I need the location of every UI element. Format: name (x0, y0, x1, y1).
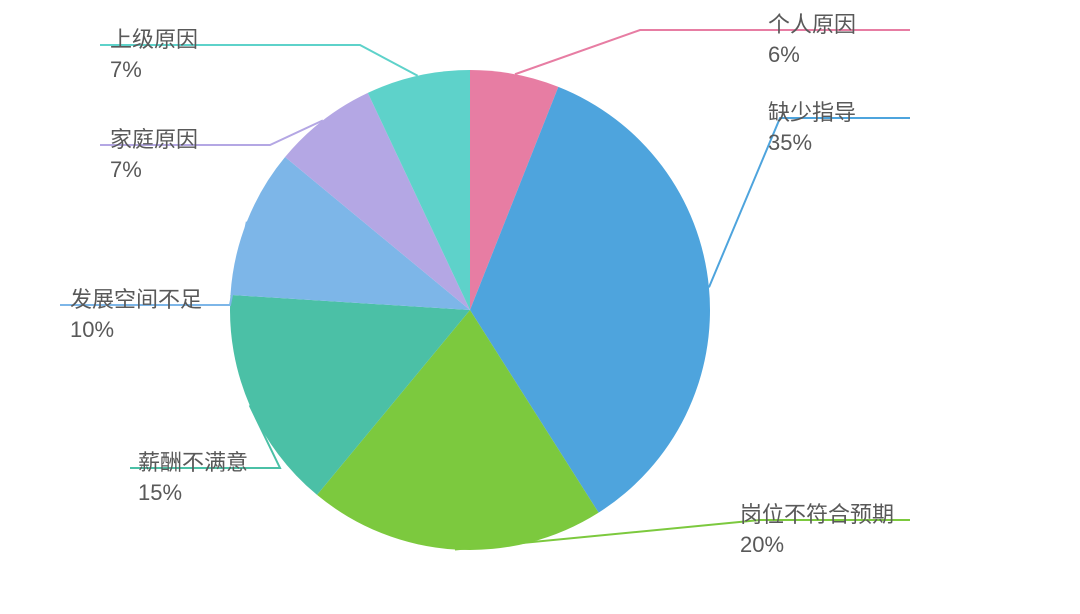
pie-chart: 个人原因6% 缺少指导35% 岗位不符合预期20% 薪酬不满意15% 发展空间不足10%… (0, 0, 1080, 614)
slice-label-text: 上级原因 (110, 25, 198, 55)
slice-label: 薪酬不满意15% (138, 448, 248, 507)
slice-label: 发展空间不足10% (70, 285, 202, 344)
slice-label-percent: 7% (110, 55, 198, 85)
slice-label-percent: 15% (138, 478, 248, 508)
slice-label-text: 发展空间不足 (70, 285, 202, 315)
slice-label-text: 薪酬不满意 (138, 448, 248, 478)
slice-label-percent: 35% (768, 128, 856, 158)
slice-label-text: 个人原因 (768, 10, 856, 40)
slice-label: 岗位不符合预期20% (740, 500, 894, 559)
slice-label-text: 岗位不符合预期 (740, 500, 894, 530)
slice-label-percent: 10% (70, 315, 202, 345)
slice-label: 个人原因6% (768, 10, 856, 69)
slice-label-text: 家庭原因 (110, 125, 198, 155)
slice-label: 家庭原因7% (110, 125, 198, 184)
slice-label-text: 缺少指导 (768, 98, 856, 128)
slice-label-percent: 7% (110, 155, 198, 185)
slice-label-percent: 6% (768, 40, 856, 70)
slice-label: 缺少指导35% (768, 98, 856, 157)
slice-label: 上级原因7% (110, 25, 198, 84)
slice-label-percent: 20% (740, 530, 894, 560)
